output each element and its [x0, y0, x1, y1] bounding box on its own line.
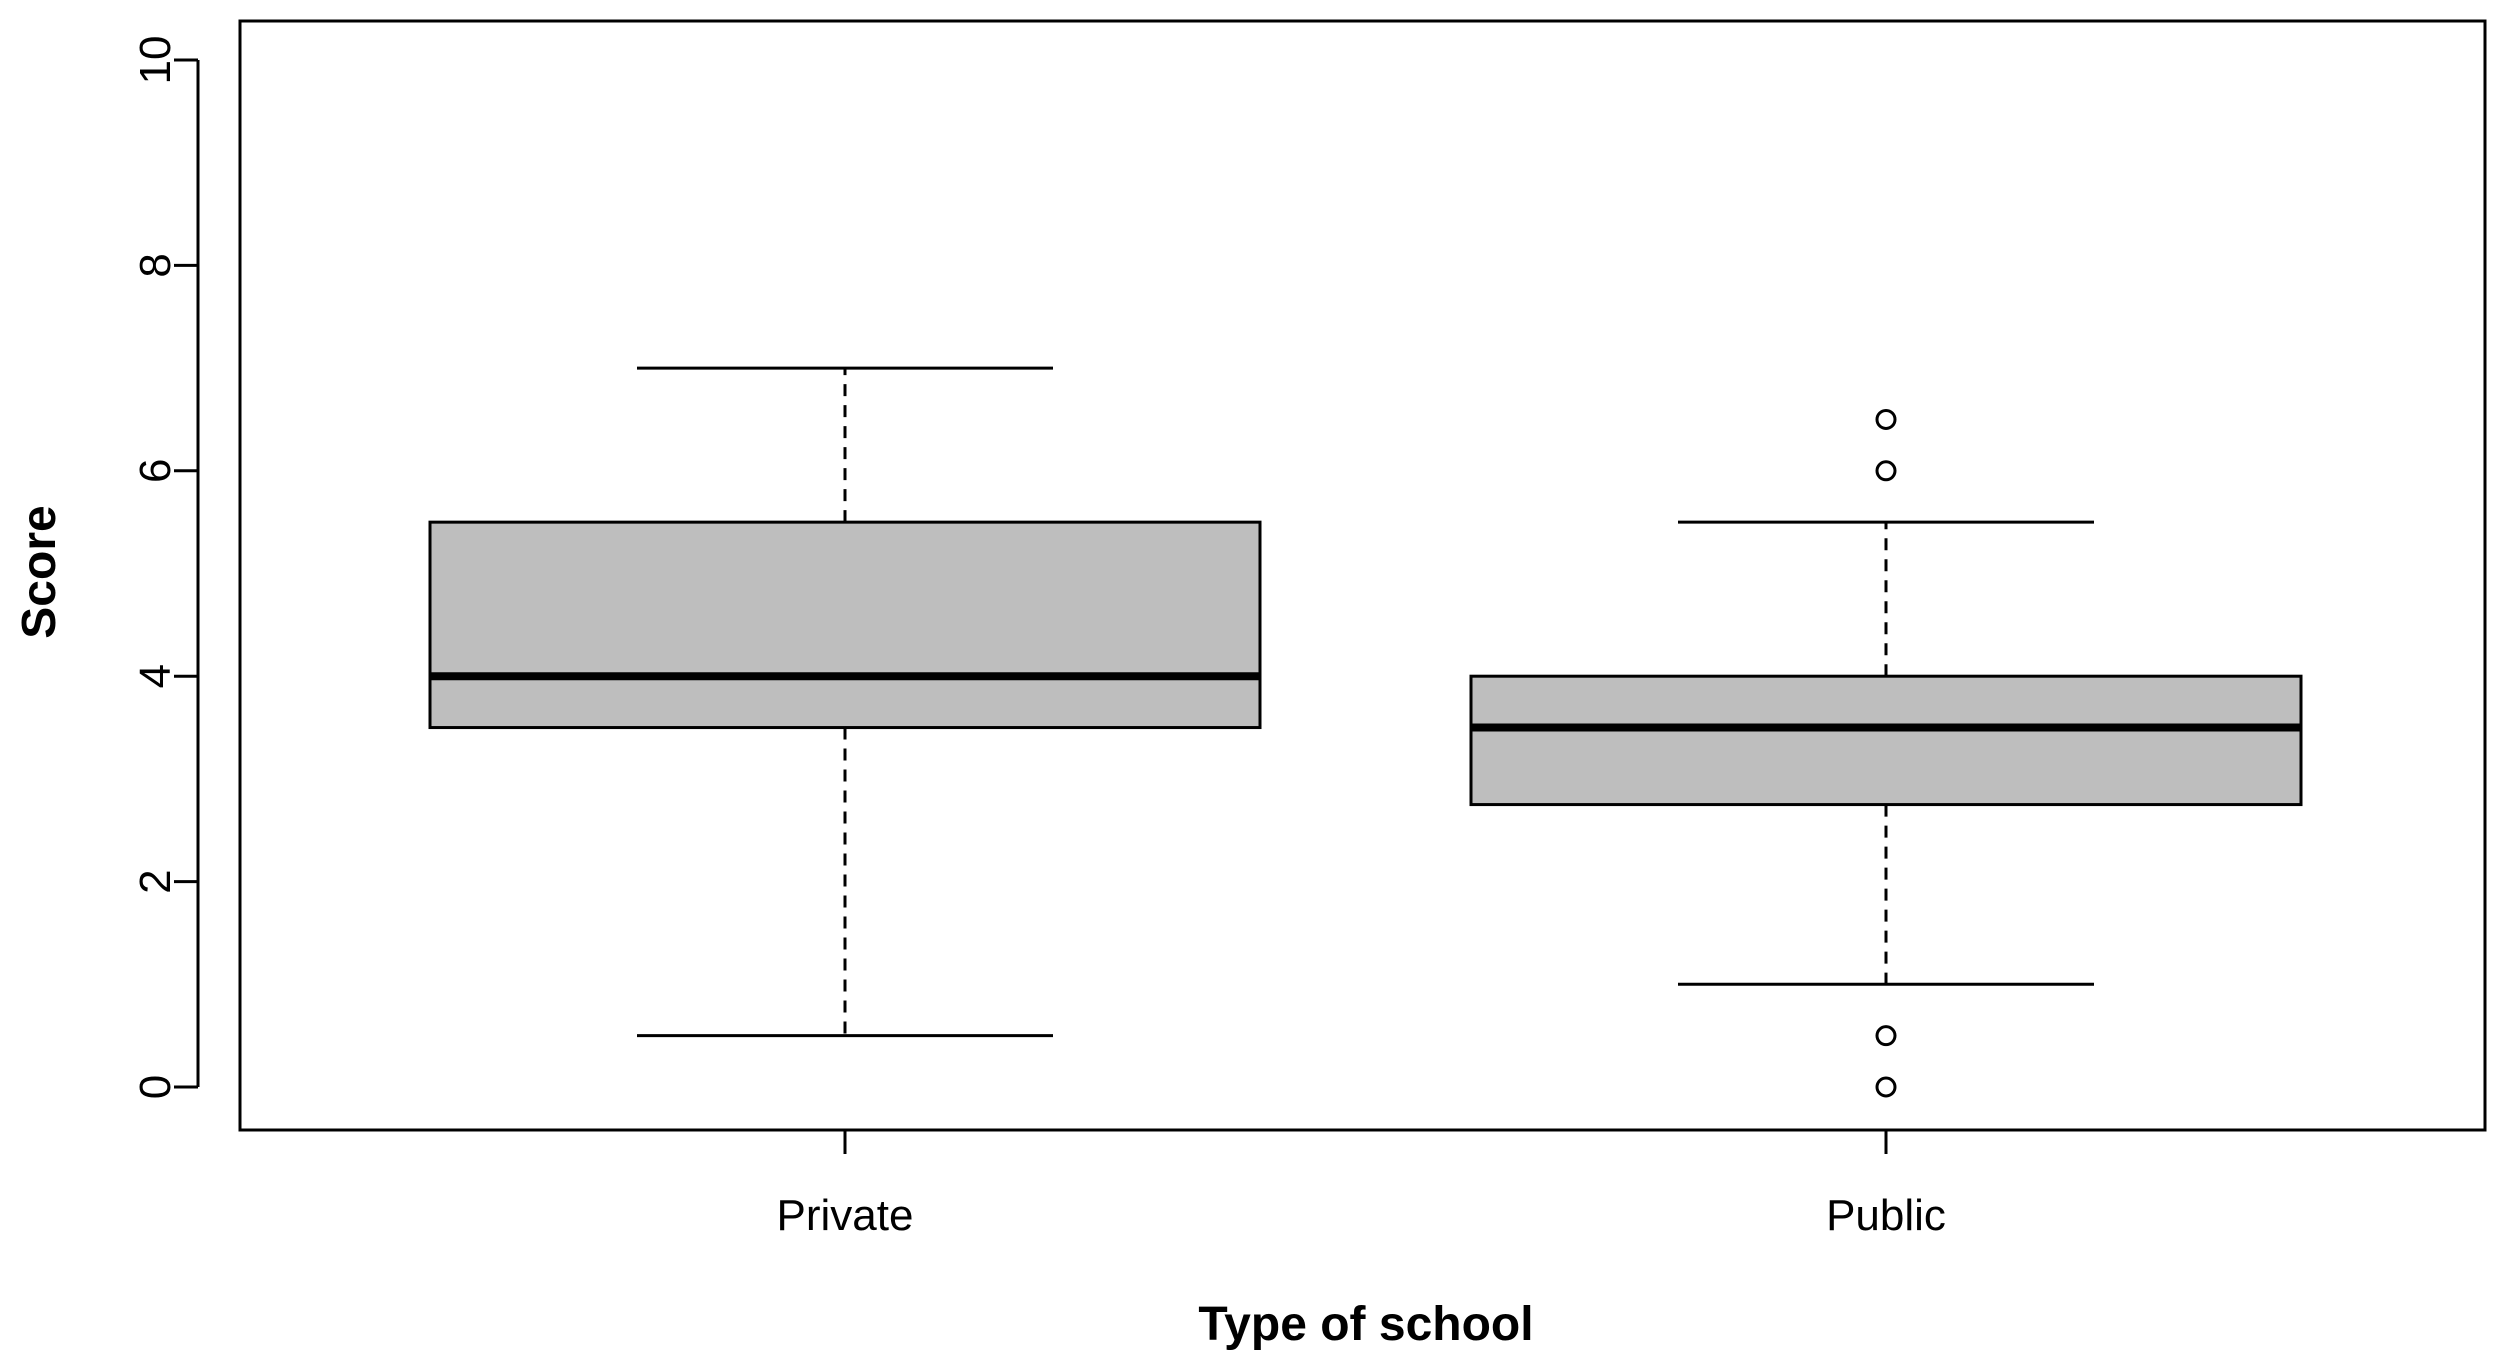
plot-frame	[238, 19, 2487, 1132]
y-axis: 0 2 4 6 8 10	[131, 36, 200, 1099]
outlier-point	[1875, 1025, 1897, 1047]
outlier-point	[1875, 1076, 1897, 1098]
y-tick-label: 8	[131, 253, 180, 277]
box-private	[428, 366, 1262, 1038]
iqr-box	[428, 520, 1262, 730]
x-axis: Private Public	[777, 1130, 1946, 1240]
x-tick-label: Private	[777, 1191, 914, 1240]
y-tick-label: 10	[131, 36, 180, 85]
y-tick-label: 0	[131, 1075, 180, 1099]
y-tick-label: 4	[131, 664, 180, 688]
x-tick-label: Public	[1826, 1191, 1946, 1240]
outlier-point	[1875, 408, 1897, 430]
x-axis-title: Type of school	[1198, 1298, 1533, 1351]
y-tick-label: 2	[131, 869, 180, 893]
iqr-box	[1469, 674, 2303, 807]
y-axis-title: Score	[13, 505, 66, 638]
box-group	[428, 366, 2303, 1098]
outlier-point	[1875, 460, 1897, 482]
y-tick-label: 6	[131, 459, 180, 483]
box-public	[1469, 408, 2303, 1098]
